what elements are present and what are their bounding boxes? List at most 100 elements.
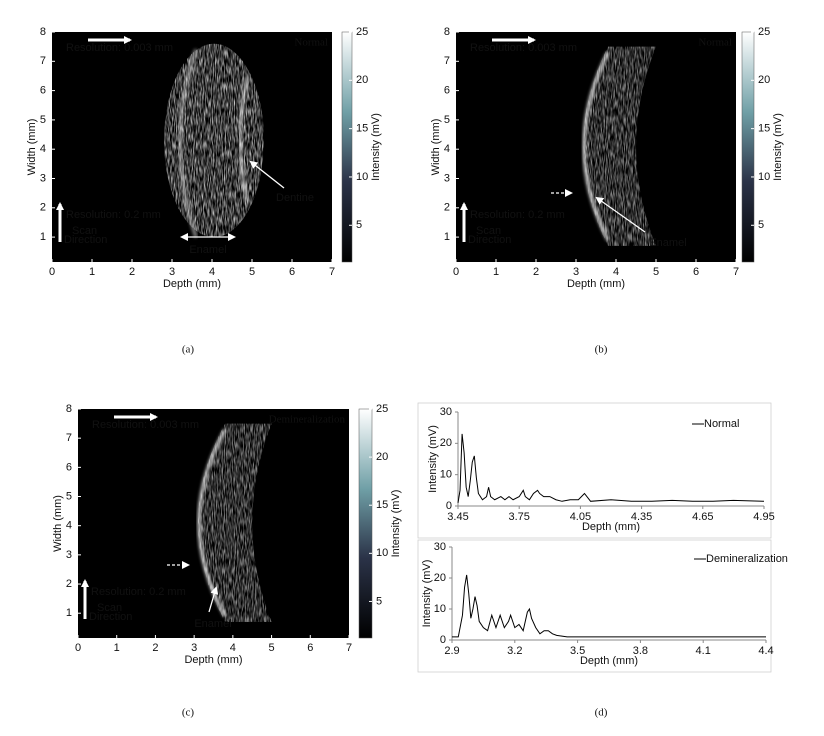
x-tick-label: 4.65 [692,511,713,523]
y-tick-label: 8 [66,403,72,415]
annotation: Scan [476,225,501,237]
y-axis-label: Width (mm) [52,495,64,552]
series-line [452,574,766,638]
colorbar [341,31,353,263]
colorbar [741,31,755,263]
y-tick-label: 7 [444,55,450,67]
x-axis-label: Depth (mm) [184,654,242,666]
x-tick-label: 4 [230,642,236,654]
y-tick-label: 5 [444,114,450,126]
annotation: Normal [698,37,732,49]
annotation: Demineralization [269,414,346,426]
x-tick-label: 4 [209,266,215,278]
x-tick-label: 4.95 [753,511,774,523]
annotation: Resolution: 0.003 mm [66,42,173,54]
x-tick-label: 3 [573,266,579,278]
x-tick-label: 0 [49,266,55,278]
scan-edge [238,75,250,203]
x-tick-label: 6 [693,266,699,278]
y-tick-label: 10 [440,469,452,481]
colorbar-tick-label: 20 [376,451,388,463]
colorbar-tick-label: 10 [376,547,388,559]
y-tick-label: 10 [434,603,446,615]
legend-label: Demineralization [706,553,788,565]
annotation: Scan [97,602,122,614]
annotation: Enamel [649,237,686,249]
y-axis-label: Width (mm) [430,119,442,176]
x-tick-label: 2 [533,266,539,278]
y-tick-label: 1 [40,231,46,243]
annotation: Scan [72,225,97,237]
x-tick-label: 2 [129,266,135,278]
x-tick-label: 1 [493,266,499,278]
annotation: Resolution: 0.2 mm [91,586,186,598]
colorbar-tick-label: 25 [376,403,388,415]
y-axis-label: Intensity (mV) [427,425,439,493]
y-tick-label: 0 [446,500,452,512]
colorbar-label: Intensity (mV) [772,113,784,181]
colorbar-tick-label: 10 [758,171,770,183]
annotation: Resolution: 0.003 mm [92,419,199,431]
annotation: Normal [294,37,328,49]
annotation: Direction [468,234,511,246]
x-tick-label: 3 [169,266,175,278]
annotation-arrow [249,160,285,189]
colorbar-tick-label: 10 [356,171,368,183]
y-tick-label: 0 [440,634,446,646]
y-axis-label: Width (mm) [26,119,38,176]
x-tick-label: 4 [613,266,619,278]
x-axis-label: Depth (mm) [567,278,625,290]
x-tick-label: 3.8 [633,645,648,657]
panel-label: (b) [595,344,608,356]
annotation-arrow [595,196,646,233]
x-tick-label: 2.9 [444,645,459,657]
y-tick-label: 3 [444,172,450,184]
y-tick-label: 8 [444,26,450,38]
x-tick-label: 0 [453,266,459,278]
series-line [457,433,765,503]
x-tick-label: 5 [653,266,659,278]
x-tick-label: 3 [191,642,197,654]
y-tick-label: 3 [66,549,72,561]
x-tick-label: 3.45 [447,511,468,523]
y-tick-label: 2 [40,202,46,214]
y-tick-label: 7 [40,55,46,67]
y-tick-label: 20 [440,437,452,449]
colorbar-tick-label: 25 [758,26,770,38]
x-tick-label: 3.75 [508,511,529,523]
y-tick-label: 30 [434,541,446,553]
x-tick-label: 7 [329,266,335,278]
x-tick-label: 1 [114,642,120,654]
scan-region [198,423,272,622]
colorbar-tick-label: 20 [758,74,770,86]
panel-label: (a) [182,344,195,356]
y-axis-label: Intensity (mV) [421,560,433,628]
annotation: Direction [64,234,107,246]
annotation: Enamel [189,244,226,256]
y-tick-label: 6 [66,461,72,473]
legend-label: Normal [704,418,739,430]
annotation: Direction [89,611,132,623]
y-tick-label: 30 [440,406,452,418]
panel-label: (c) [182,707,195,719]
scan-edge [582,51,610,241]
y-tick-label: 6 [40,85,46,97]
x-tick-label: 5 [249,266,255,278]
colorbar [358,408,373,639]
x-axis-label: Depth (mm) [580,655,638,667]
colorbar-tick-label: 5 [758,219,764,231]
y-tick-label: 2 [444,202,450,214]
y-tick-label: 1 [66,607,72,619]
y-tick-label: 4 [66,520,72,532]
colorbar-tick-label: 5 [376,595,382,607]
annotation: Enamel [194,618,231,630]
scan-region [583,46,656,246]
colorbar-tick-label: 15 [356,123,368,135]
x-tick-label: 7 [346,642,352,654]
x-axis-label: Depth (mm) [582,521,640,533]
colorbar-tick-label: 15 [376,499,388,511]
colorbar-tick-label: 15 [758,123,770,135]
colorbar-label: Intensity (mV) [370,113,382,181]
